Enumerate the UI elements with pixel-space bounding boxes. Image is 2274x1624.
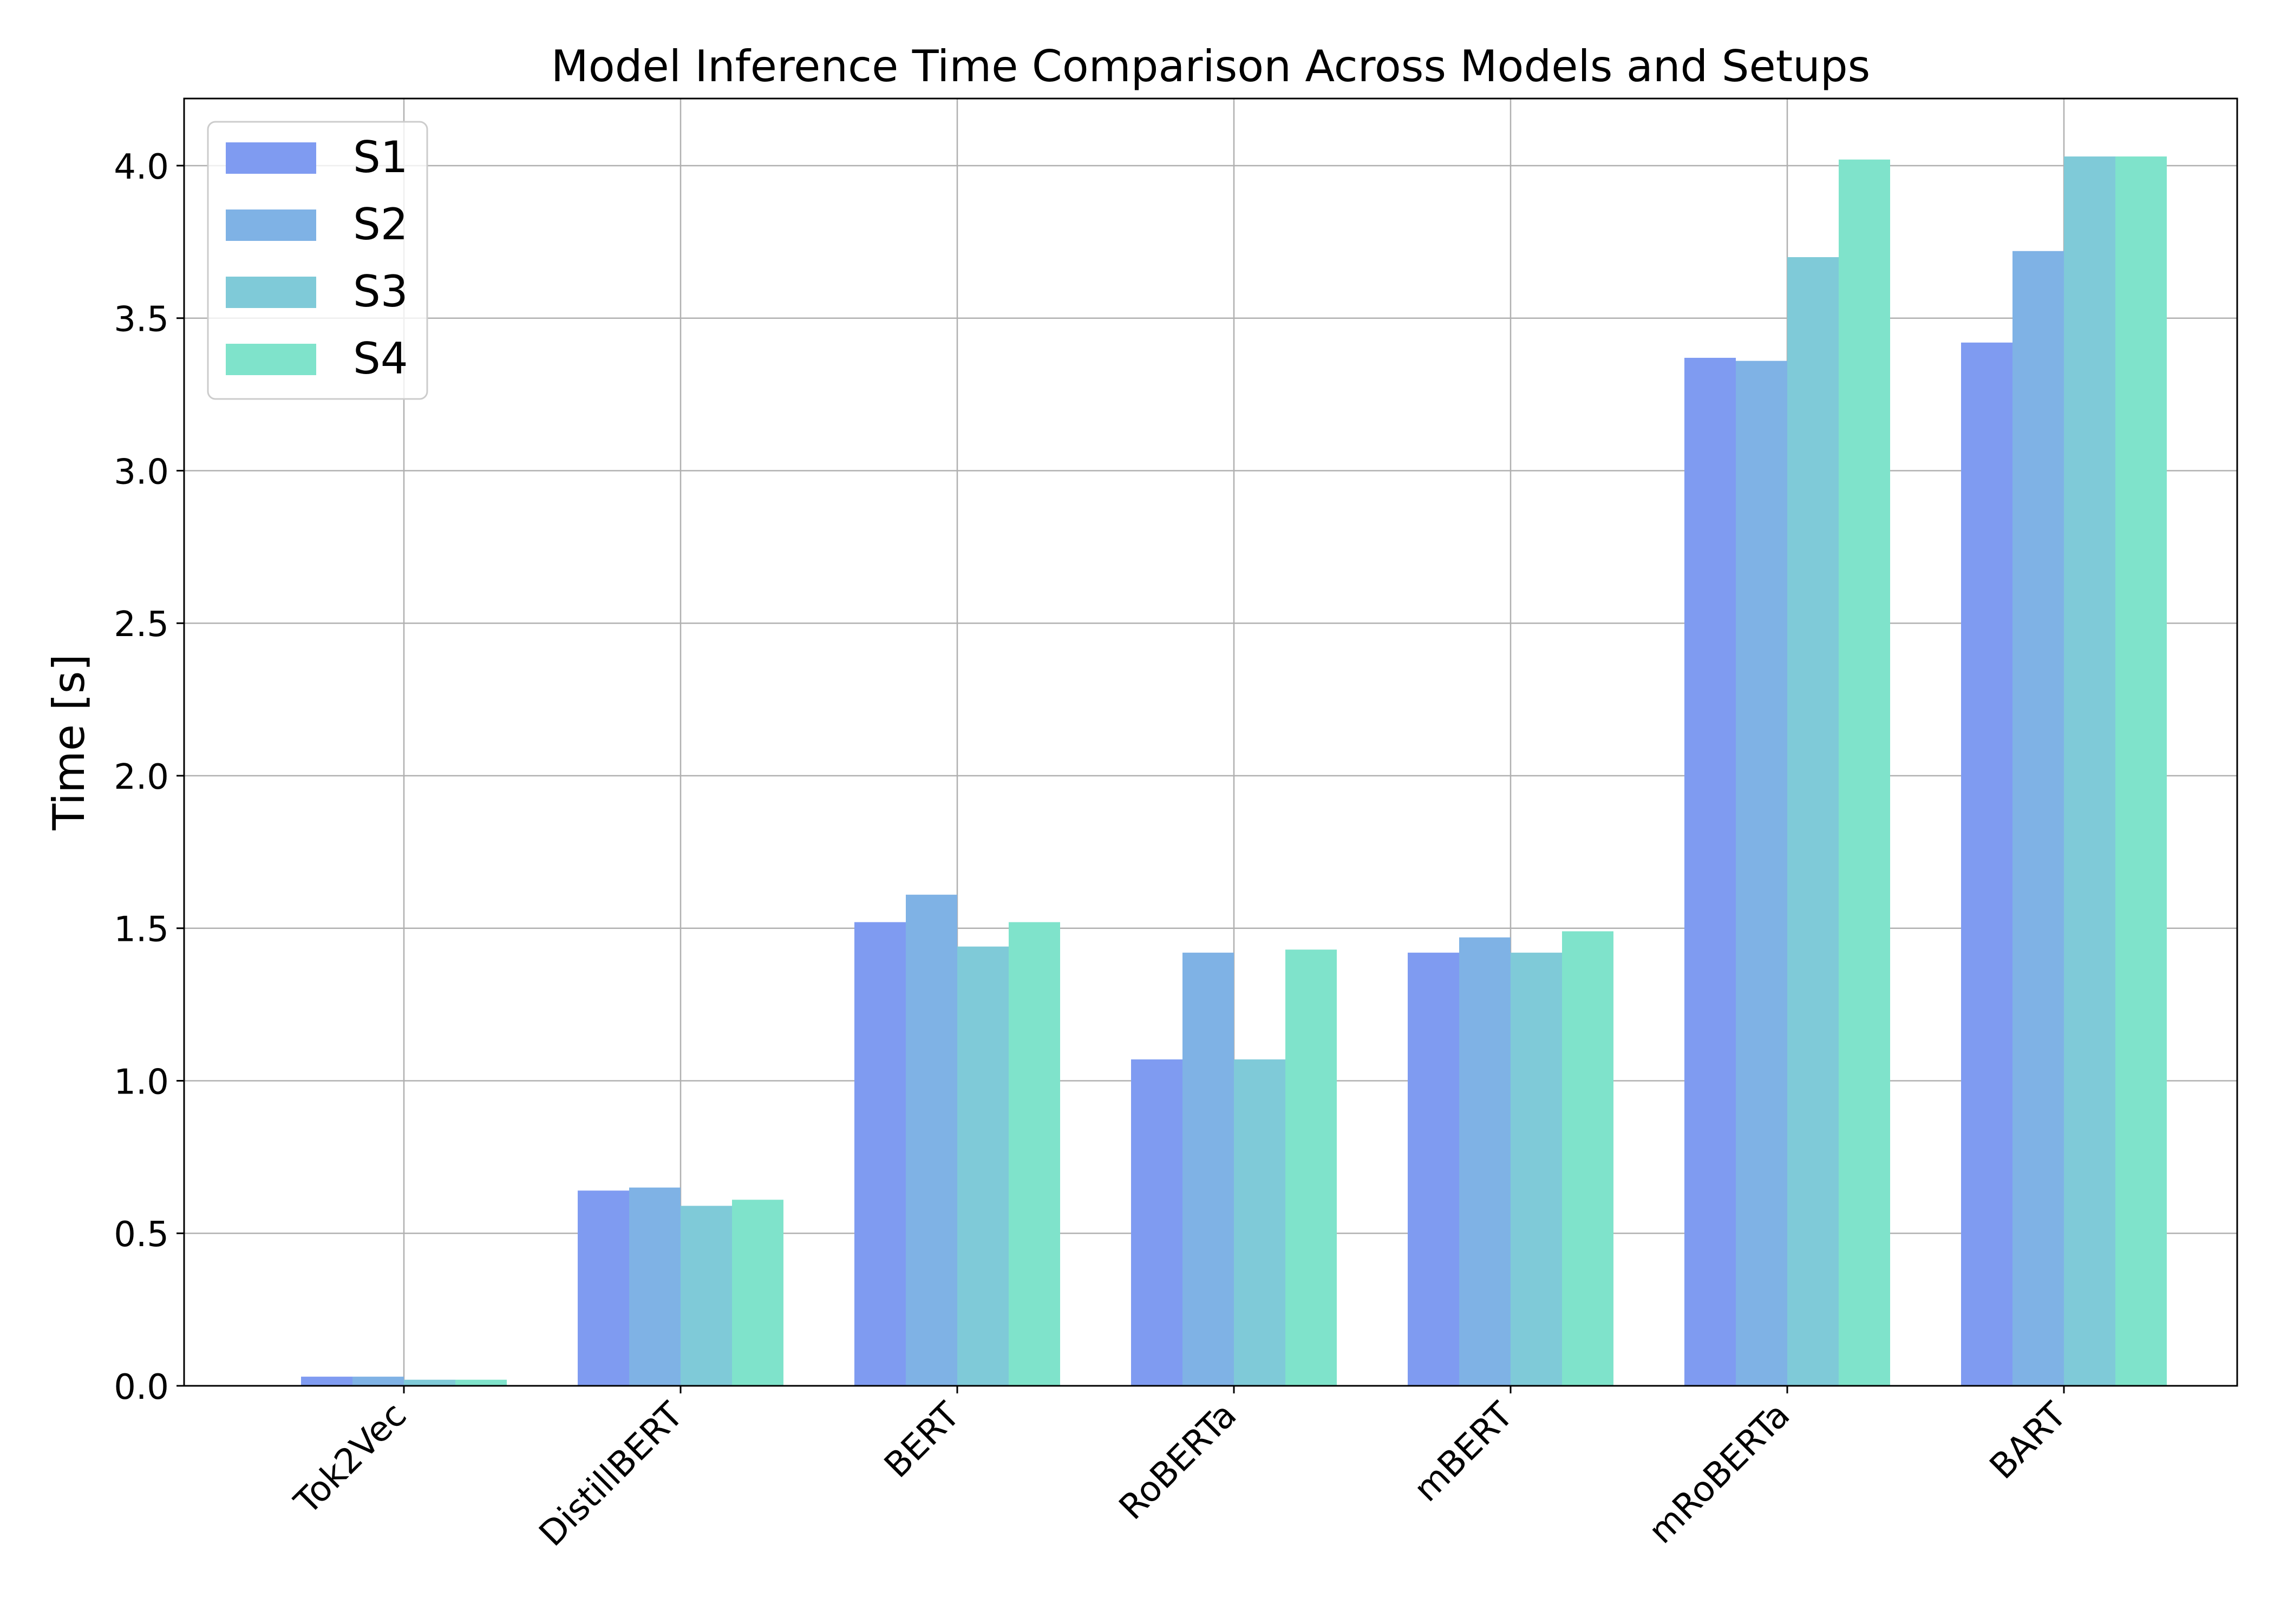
bar-s4-bart <box>2115 156 2167 1386</box>
y-tick-label: 0.5 <box>114 1215 169 1255</box>
y-tick-label: 3.0 <box>114 452 169 492</box>
bar-s3-roberta <box>1234 1059 1285 1386</box>
legend-frame <box>207 121 428 400</box>
bar-s3-bart <box>2064 156 2115 1386</box>
legend-swatch-s2 <box>226 209 316 241</box>
bars <box>301 156 2167 1386</box>
bar-s1-bart <box>1961 342 2012 1386</box>
y-tick-label: 1.0 <box>114 1062 169 1102</box>
bar-s3-mbert <box>1511 952 1562 1386</box>
legend-label-s2: S2 <box>353 199 408 250</box>
legend-label-s1: S1 <box>353 132 408 182</box>
bar-s4-bert <box>1009 922 1060 1386</box>
y-tick-label: 2.0 <box>114 757 169 797</box>
bar-s1-distillbert <box>578 1190 629 1386</box>
legend-label-s3: S3 <box>353 266 408 317</box>
bar-s4-mroberta <box>1839 159 1890 1386</box>
bar-s1-mbert <box>1408 952 1459 1386</box>
bar-s2-tok2vec <box>352 1377 404 1386</box>
legend-swatch-s1 <box>226 142 316 174</box>
bar-s1-tok2vec <box>301 1377 352 1386</box>
y-tick-label: 3.5 <box>114 300 169 340</box>
bar-s2-roberta <box>1182 952 1234 1386</box>
bar-s2-bart <box>2012 251 2064 1386</box>
bar-s2-bert <box>906 894 957 1386</box>
chart-title: Model Inference Time Comparison Across M… <box>551 41 1871 91</box>
bar-s4-mbert <box>1562 931 1613 1386</box>
legend-swatch-s4 <box>226 344 316 375</box>
y-tick-label: 1.5 <box>114 910 169 950</box>
bar-s3-bert <box>957 946 1009 1386</box>
bar-s4-distillbert <box>732 1200 783 1386</box>
bar-s2-mbert <box>1459 937 1511 1386</box>
legend-label-s4: S4 <box>353 333 408 384</box>
y-axis-label: Time [s] <box>44 654 94 830</box>
bar-s3-distillbert <box>681 1206 732 1386</box>
legend: S1 S2 S3 S4 <box>207 121 428 400</box>
y-tick-label: 2.5 <box>114 605 169 645</box>
bar-s4-tok2vec <box>455 1379 507 1386</box>
bar-s3-mroberta <box>1787 257 1839 1386</box>
plot-frame <box>183 97 2238 1387</box>
bar-s4-roberta <box>1285 949 1337 1386</box>
bar-s3-tok2vec <box>404 1379 455 1386</box>
y-tick-label: 4.0 <box>114 147 169 187</box>
bar-s1-roberta <box>1131 1059 1182 1386</box>
bar-s1-mroberta <box>1684 357 1736 1386</box>
legend-swatch-s3 <box>226 277 316 308</box>
bar-s2-mroberta <box>1736 361 1787 1386</box>
bar-s2-distillbert <box>629 1187 681 1386</box>
y-tick-label: 0.0 <box>114 1367 169 1407</box>
bar-s1-bert <box>854 922 906 1386</box>
